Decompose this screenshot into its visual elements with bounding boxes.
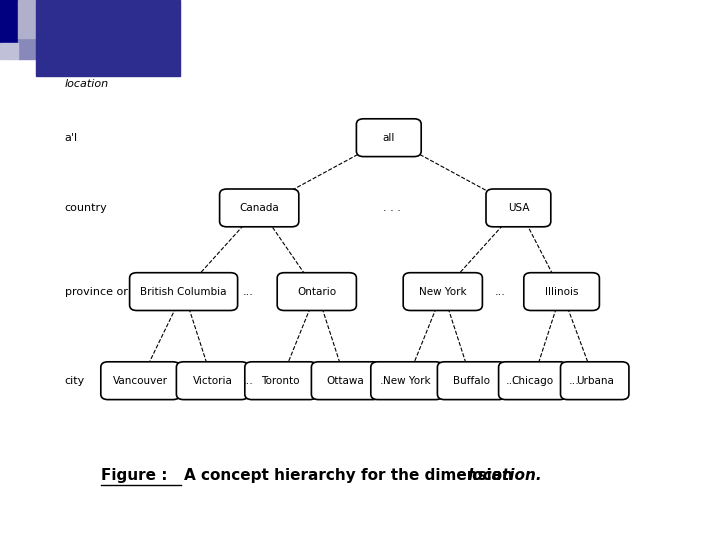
Text: ...: ... [505, 376, 517, 386]
Text: country: country [65, 203, 107, 213]
Text: province or state: province or state [65, 287, 159, 296]
FancyBboxPatch shape [403, 273, 482, 310]
Text: Figure :: Figure : [101, 468, 173, 483]
Bar [18, 0, 36, 38]
Text: ...: ... [495, 287, 506, 296]
Bar [36, 0, 180, 76]
Text: Canada: Canada [239, 203, 279, 213]
Text: Victoria: Victoria [192, 376, 233, 386]
FancyBboxPatch shape [220, 189, 299, 227]
FancyBboxPatch shape [311, 362, 380, 400]
Text: city: city [65, 376, 85, 386]
Text: New York: New York [383, 376, 431, 386]
FancyBboxPatch shape [176, 362, 248, 400]
FancyBboxPatch shape [486, 189, 551, 227]
FancyBboxPatch shape [524, 273, 599, 310]
Text: New York: New York [419, 287, 467, 296]
FancyBboxPatch shape [245, 362, 317, 400]
Text: location: location [65, 79, 109, 89]
FancyBboxPatch shape [371, 362, 443, 400]
Text: Chicago: Chicago [512, 376, 554, 386]
Text: ...: ... [569, 376, 580, 386]
Bar [0, 43, 18, 59]
FancyBboxPatch shape [560, 362, 629, 400]
Text: a'l: a'l [65, 133, 78, 143]
Text: Ottawa: Ottawa [327, 376, 364, 386]
Text: ...: ... [379, 376, 391, 386]
FancyBboxPatch shape [101, 362, 180, 400]
Text: ...: ... [243, 287, 254, 296]
FancyBboxPatch shape [277, 273, 356, 310]
Text: . . .: . . . [384, 203, 401, 213]
Text: Illinois: Illinois [545, 287, 578, 296]
Text: USA: USA [508, 203, 529, 213]
Bar [0, 0, 18, 43]
Text: British Columbia: British Columbia [140, 287, 227, 296]
FancyBboxPatch shape [356, 119, 421, 157]
Text: all: all [382, 133, 395, 143]
Text: Urbana: Urbana [576, 376, 613, 386]
Text: A concept hierarchy for the dimension: A concept hierarchy for the dimension [184, 468, 518, 483]
Text: Ontario: Ontario [297, 287, 336, 296]
Text: Vancouver: Vancouver [113, 376, 168, 386]
FancyBboxPatch shape [130, 273, 238, 310]
FancyBboxPatch shape [438, 362, 505, 400]
Text: Toronto: Toronto [261, 376, 300, 386]
Bar [18, 38, 36, 59]
Text: location.: location. [468, 468, 543, 483]
Text: Buffalo: Buffalo [453, 376, 490, 386]
FancyBboxPatch shape [498, 362, 567, 400]
Text: ...: ... [243, 376, 254, 386]
